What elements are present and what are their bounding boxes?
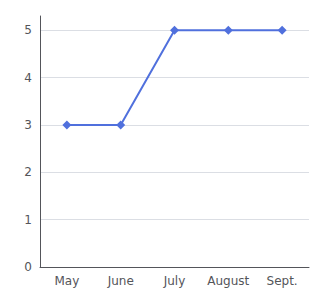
svg-text:4: 4 [24, 71, 32, 85]
svg-text:July: July [163, 274, 186, 288]
svg-text:5: 5 [24, 23, 32, 37]
svg-text:1: 1 [24, 213, 32, 227]
svg-text:Sept.: Sept. [267, 274, 298, 288]
svg-text:0: 0 [24, 260, 32, 274]
svg-text:3: 3 [24, 118, 32, 132]
svg-text:June: June [107, 274, 134, 288]
svg-text:May: May [54, 274, 79, 288]
svg-text:August: August [207, 274, 249, 288]
svg-text:2: 2 [24, 165, 32, 179]
